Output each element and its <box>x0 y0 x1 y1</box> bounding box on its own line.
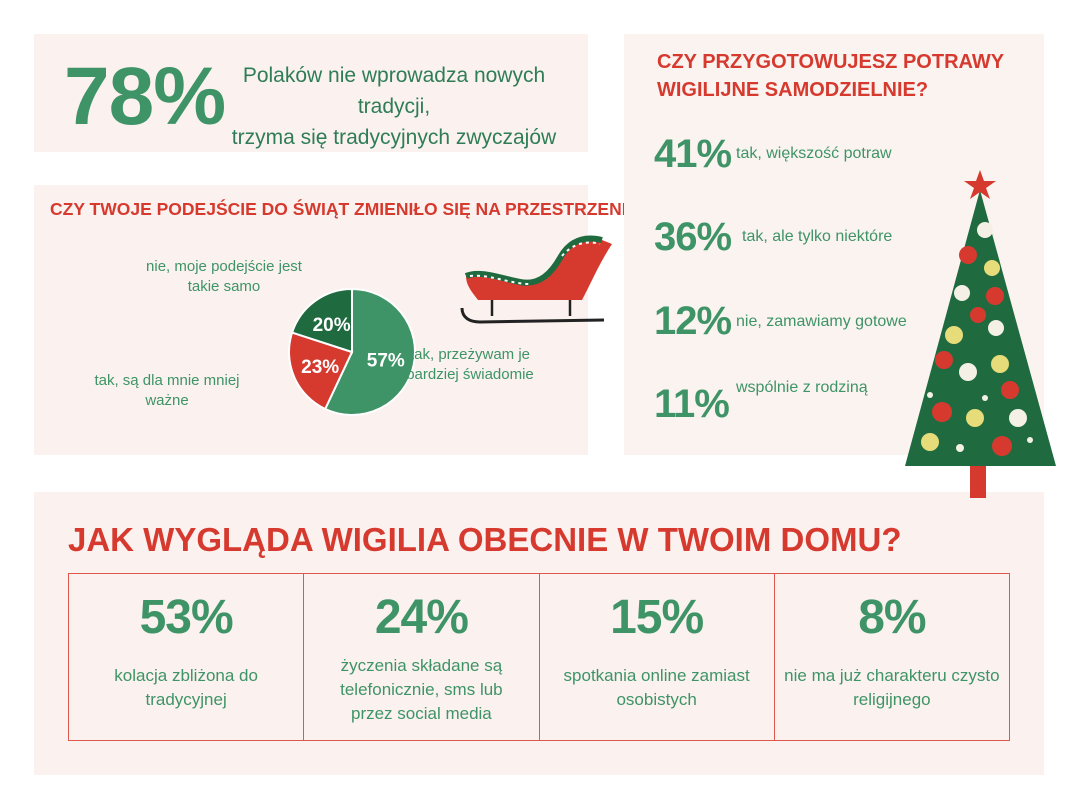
cooking-percent-2: 36% <box>654 215 732 259</box>
pie-slice-2 <box>288 331 354 411</box>
eve-cell-1: 53% kolacja zbliżona do tradycyjnej <box>69 574 305 740</box>
eve-panel: JAK WYGLĄDA WIGILIA OBECNIE W TWOIM DOMU… <box>34 492 1044 775</box>
pie-label-more: tak, przeżywam je bardziej świadomie <box>390 345 550 385</box>
pie-label-more-line2: bardziej świadomie <box>406 366 534 383</box>
eve-percent-1: 53% <box>139 591 234 644</box>
eve-percent-4: 8% <box>858 591 926 644</box>
pie-slice-1 <box>323 287 416 416</box>
cooking-label-3: nie, zamawiamy gotowe <box>736 313 907 330</box>
approach-question: CZY TWOJE PODEJŚCIE DO ŚWIĄT ZMIENIŁO SI… <box>50 199 675 219</box>
intro-text-line1: Polaków nie wprowadza nowych tradycji, <box>242 64 546 118</box>
intro-text: Polaków nie wprowadza nowych tradycji, t… <box>204 60 584 153</box>
eve-percent-3: 15% <box>610 591 704 644</box>
intro-text-line2: trzyma się tradycyjnych zwyczajów <box>231 126 557 149</box>
eve-cell-3: 15% spotkania online zamiast osobistych <box>540 574 775 740</box>
pie-label-less: tak, są dla mnie mniej ważne <box>62 371 272 411</box>
eve-label-2: życzenia składane są telefonicznie, sms … <box>340 656 503 723</box>
cooking-label-2: tak, ale tylko niektóre <box>742 228 893 245</box>
eve-grid: 53% kolacja zbliżona do tradycyjnej 24% … <box>68 573 1010 741</box>
eve-question: JAK WYGLĄDA WIGILIA OBECNIE W TWOIM DOMU… <box>68 521 902 558</box>
intro-panel: 78% Polaków nie wprowadza nowych tradycj… <box>34 34 588 152</box>
eve-label-1: kolacja zbliżona do tradycyjnej <box>114 666 258 709</box>
pie-value-label-1: 57% <box>367 351 405 372</box>
cooking-question-line1: CZY PRZYGOTOWUJESZ POTRAWY <box>657 51 1005 73</box>
eve-cell-4: 8% nie ma już charakteru czysto religijn… <box>775 574 1009 740</box>
cooking-label-4: wspólnie z rodziną <box>736 379 868 396</box>
pie-value-label-3: 20% <box>313 315 351 336</box>
pie-label-same-line1: nie, moje podejście jest <box>146 258 302 275</box>
pie-label-less-line2: ważne <box>145 392 189 409</box>
pie-label-less-line1: tak, są dla mnie mniej <box>94 372 240 389</box>
eve-label-4: nie ma już charakteru czysto religijnego <box>784 666 1000 709</box>
pie-label-more-line1: tak, przeżywam je <box>409 346 531 363</box>
pie-label-same-line2: takie samo <box>187 278 261 295</box>
approach-panel: CZY TWOJE PODEJŚCIE DO ŚWIĄT ZMIENIŁO SI… <box>34 185 675 455</box>
pie-label-same: nie, moje podejście jest takie samo <box>104 257 344 297</box>
cooking-label-1: tak, większość potraw <box>736 145 892 162</box>
eve-label-3: spotkania online zamiast osobistych <box>563 666 750 709</box>
intro-percent: 78% <box>64 51 226 142</box>
pie-chart: 57% 23% 20% <box>288 287 416 416</box>
cooking-percent-3: 12% <box>654 299 732 343</box>
cooking-percent-1: 41% <box>654 132 732 176</box>
cooking-panel: CZY PRZYGOTOWUJESZ POTRAWY WIGILIJNE SAM… <box>624 34 1044 455</box>
pie-slice-3 <box>290 287 353 354</box>
pie-value-label-2: 23% <box>301 357 339 378</box>
eve-cell-2: 24% życzenia składane są telefonicznie, … <box>304 574 540 740</box>
cooking-question-line2: WIGILIJNE SAMODZIELNIE? <box>657 79 929 101</box>
cooking-question: CZY PRZYGOTOWUJESZ POTRAWY WIGILIJNE SAM… <box>657 48 1004 104</box>
cooking-percent-4: 11% <box>654 382 730 426</box>
eve-percent-2: 24% <box>374 591 469 644</box>
